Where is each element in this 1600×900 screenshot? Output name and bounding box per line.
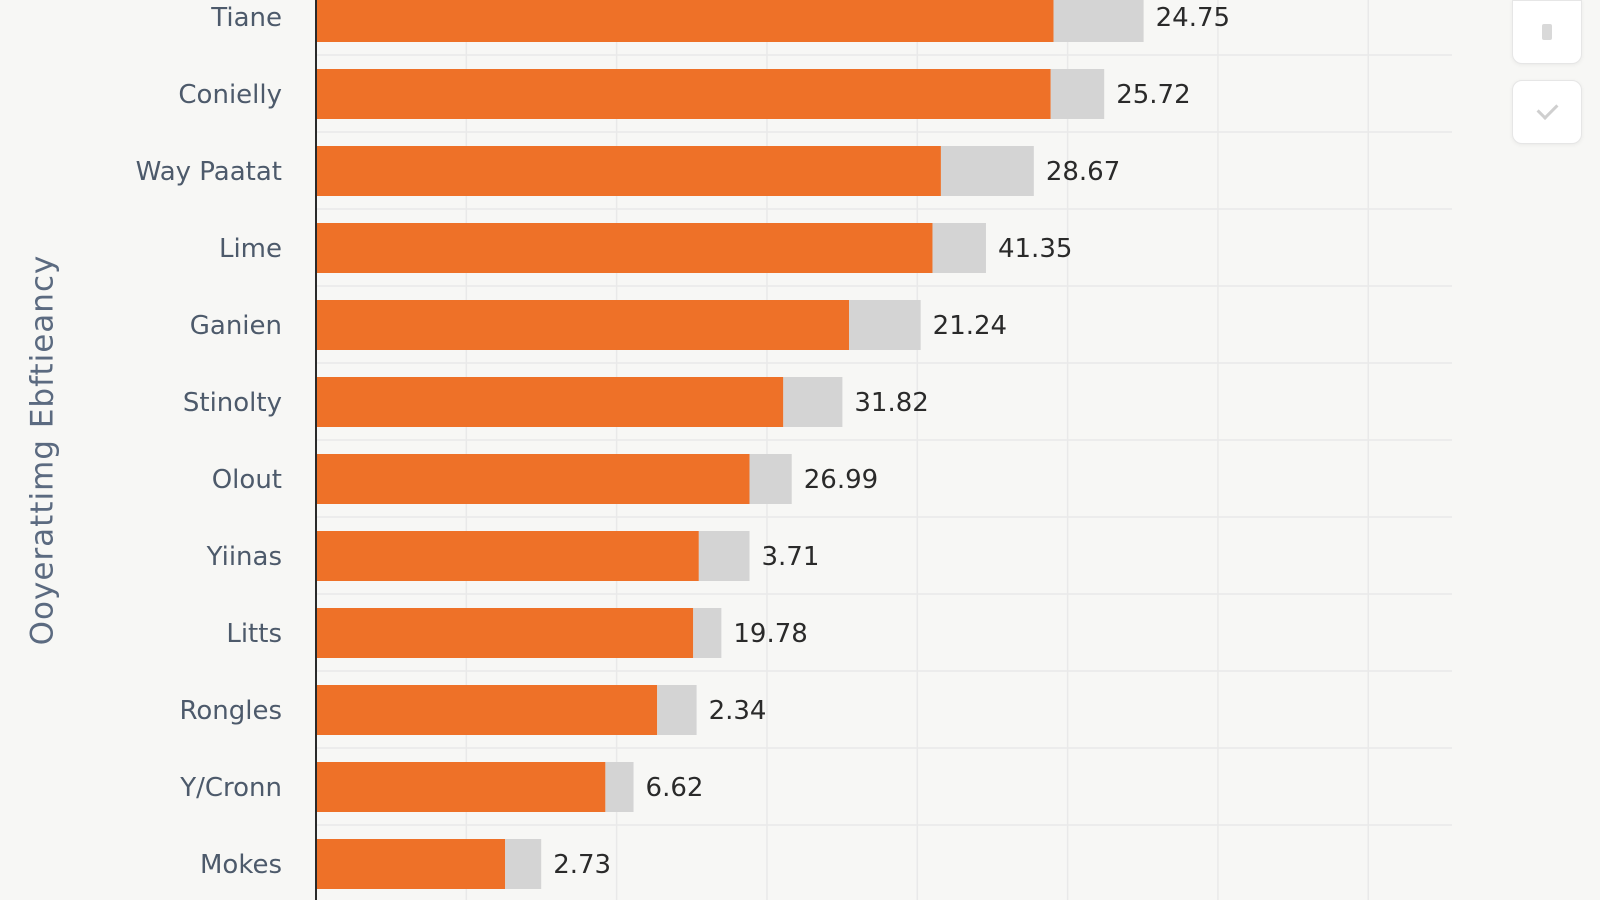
bar-primary-ganien <box>316 300 850 350</box>
category-label: Olout <box>212 465 282 495</box>
value-label: 6.62 <box>646 773 704 803</box>
value-label: 2.34 <box>709 696 767 726</box>
bar-primary-lime <box>316 223 933 273</box>
category-label: Way Paatat <box>136 157 282 187</box>
bar-secondary-yiinas <box>698 531 750 581</box>
bar-secondary-way-paatat <box>940 146 1034 196</box>
bar-layer <box>316 0 1144 889</box>
category-label: Stinolty <box>183 388 282 418</box>
value-label: 3.71 <box>762 542 820 572</box>
bar-secondary-ganien <box>849 300 921 350</box>
value-label: 26.99 <box>804 465 878 495</box>
bar-primary-mokes <box>316 839 506 889</box>
category-label: Litts <box>226 619 282 649</box>
bar-primary-litts <box>316 608 694 658</box>
category-label: Conielly <box>178 80 282 110</box>
category-label: Yiinas <box>206 542 282 572</box>
confirm-button[interactable] <box>1512 80 1582 144</box>
category-label: Lime <box>219 234 282 264</box>
bar-secondary-y-cronn <box>605 762 634 812</box>
value-label: 31.82 <box>854 388 928 418</box>
category-label: Mokes <box>200 850 282 880</box>
category-label: Ganien <box>190 311 282 341</box>
bar-secondary-olout <box>749 454 792 504</box>
bar-primary-way-paatat <box>316 146 941 196</box>
value-label: 41.35 <box>998 234 1072 264</box>
bar-primary-stinolty <box>316 377 784 427</box>
bar-primary-olout <box>316 454 750 504</box>
value-label: 25.72 <box>1116 80 1190 110</box>
bar-secondary-mokes <box>505 839 542 889</box>
document-icon <box>1542 24 1552 40</box>
bar-secondary-lime <box>932 223 986 273</box>
bar-primary-y-cronn <box>316 762 606 812</box>
value-label: 24.75 <box>1156 3 1230 33</box>
value-label: 28.67 <box>1046 157 1120 187</box>
label-layer: Tiane 24.75 Conielly 25.72 Way Paatat 28.67 Li… <box>136 3 1230 880</box>
category-label: Y/Cronn <box>179 773 282 803</box>
bar-secondary-conielly <box>1050 69 1105 119</box>
bar-secondary-rongles <box>657 685 697 735</box>
value-label: 21.24 <box>933 311 1007 341</box>
bar-primary-conielly <box>316 69 1051 119</box>
check-icon <box>1536 98 1558 120</box>
bar-primary-rongles <box>316 685 658 735</box>
category-label: Tiane <box>210 3 282 33</box>
bar-secondary-stinolty <box>783 377 843 427</box>
bar-secondary-tiane <box>1053 0 1144 42</box>
bar-secondary-litts <box>693 608 722 658</box>
value-label: 19.78 <box>733 619 807 649</box>
grid-layer <box>316 0 1452 900</box>
value-label: 2.73 <box>553 850 611 880</box>
category-label: Rongles <box>179 696 282 726</box>
document-button[interactable] <box>1512 0 1582 64</box>
bar-primary-yiinas <box>316 531 699 581</box>
bar-primary-tiane <box>316 0 1054 42</box>
